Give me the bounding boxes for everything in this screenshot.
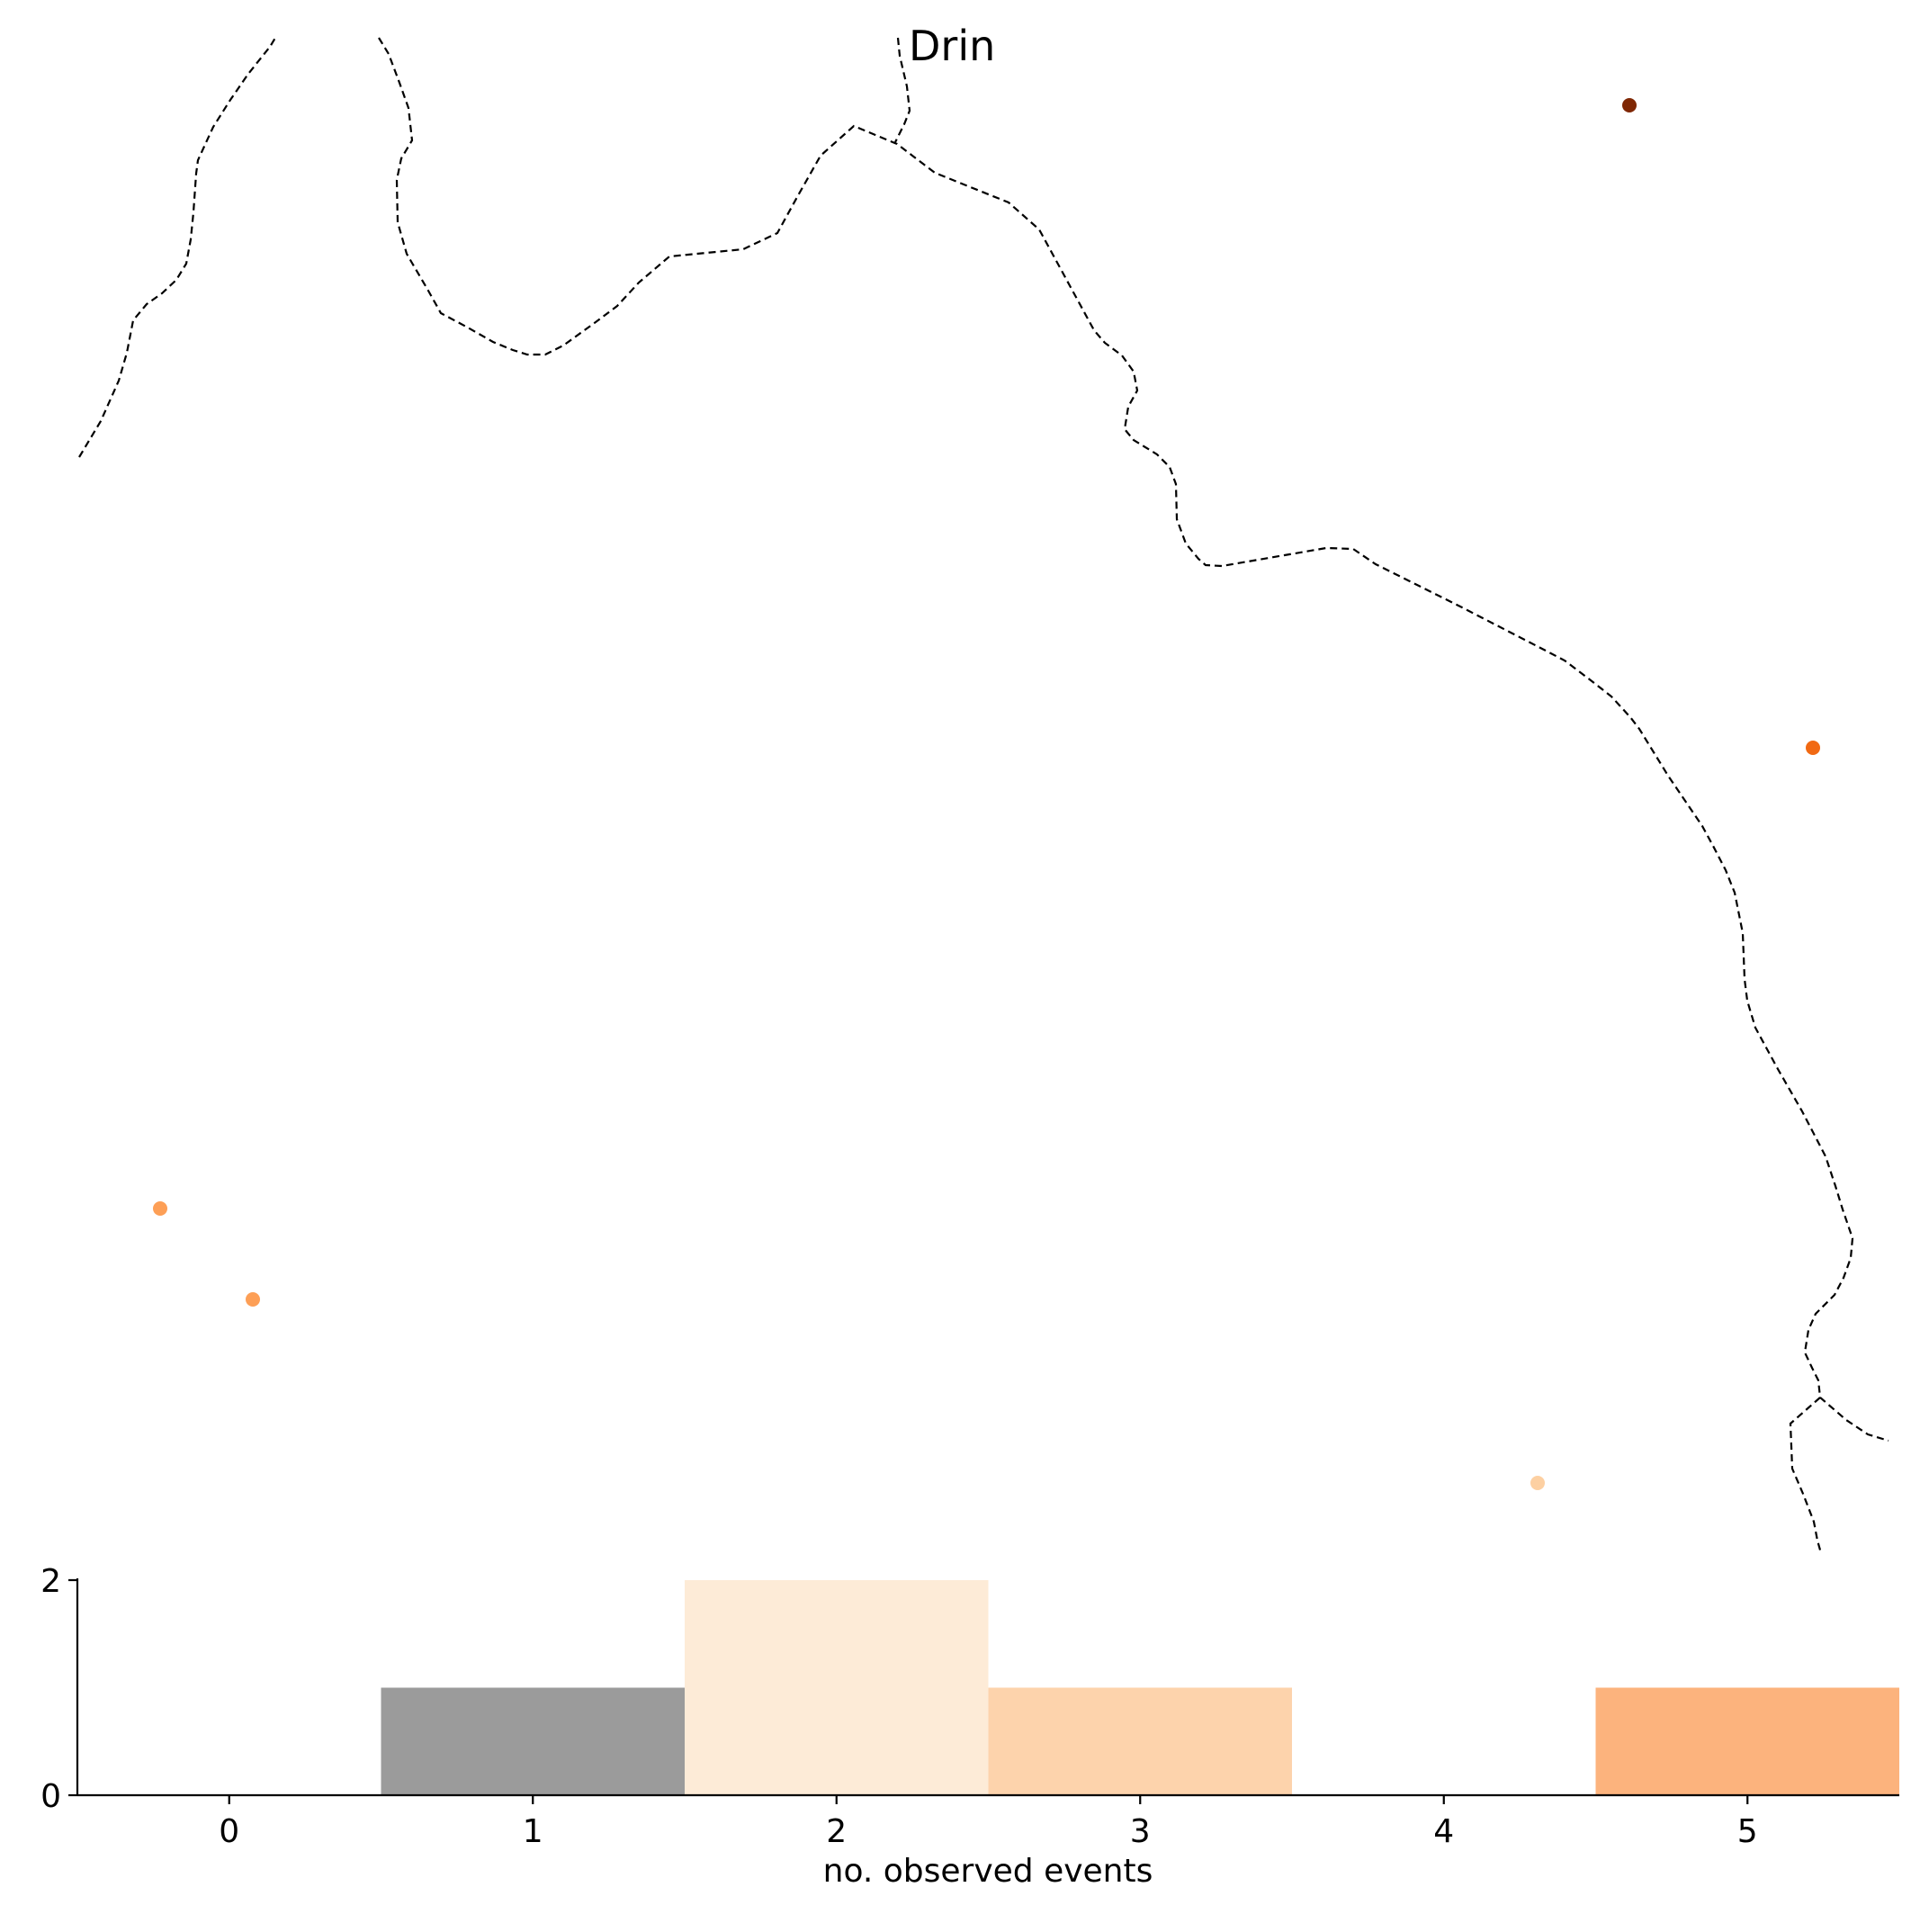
x-tick-label: 5 bbox=[1737, 1813, 1758, 1850]
x-tick-label: 4 bbox=[1433, 1813, 1454, 1850]
map-panel: Drin bbox=[78, 22, 1889, 1554]
station-point[interactable] bbox=[1806, 741, 1820, 755]
histogram-bar-3 bbox=[988, 1687, 1292, 1795]
x-tick-label: 1 bbox=[523, 1813, 543, 1850]
border-line-central bbox=[378, 37, 1889, 1442]
station-point[interactable] bbox=[246, 1292, 260, 1307]
histogram-bar-5 bbox=[1595, 1687, 1899, 1795]
histogram-bars bbox=[381, 1579, 1899, 1795]
y-tick-label: 0 bbox=[40, 1778, 61, 1815]
border-line-west bbox=[78, 37, 276, 458]
x-tick-label: 3 bbox=[1130, 1813, 1151, 1850]
x-axis-label: no. observed events bbox=[823, 1853, 1153, 1890]
x-tick-label: 2 bbox=[826, 1813, 847, 1850]
y-tick-label: 2 bbox=[40, 1563, 61, 1600]
border-line-north-spur bbox=[894, 37, 911, 143]
river-label: Drin bbox=[909, 22, 995, 70]
histogram-bar-2 bbox=[685, 1579, 989, 1795]
border-line-southeast bbox=[1789, 1397, 1823, 1554]
station-point[interactable] bbox=[153, 1201, 167, 1216]
y-axis-ticks: 02 bbox=[40, 1563, 77, 1815]
histogram-bar-1 bbox=[381, 1687, 685, 1795]
x-axis-ticks: 0 1 2 3 4 5 bbox=[219, 1795, 1758, 1850]
station-point[interactable] bbox=[1622, 98, 1637, 112]
station-point[interactable] bbox=[1530, 1476, 1545, 1490]
x-tick-label: 0 bbox=[219, 1813, 239, 1850]
